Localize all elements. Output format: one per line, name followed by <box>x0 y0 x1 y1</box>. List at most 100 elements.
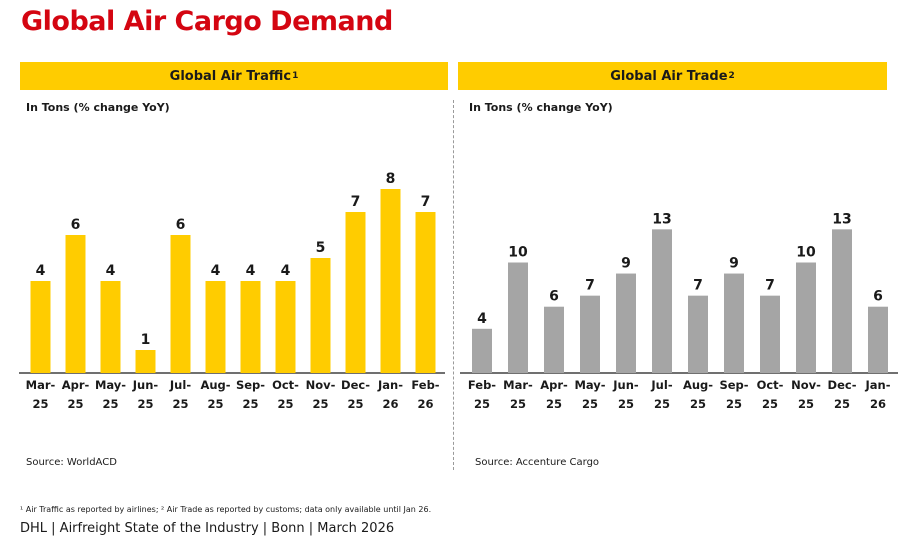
traffic-tick-label-year: 25 <box>277 397 293 411</box>
trade-tick-label: Oct- <box>757 378 784 392</box>
trade-tick-label-year: 25 <box>762 397 778 411</box>
trade-value-label: 10 <box>508 245 528 261</box>
trade-tick-label-year: 25 <box>510 397 526 411</box>
traffic-panel-title: Global Air Traffic <box>169 68 292 84</box>
traffic-value-label: 7 <box>421 194 431 210</box>
trade-tick-label: Jan- <box>865 378 891 392</box>
footer-text: DHL | Airfreight State of the Industry |… <box>20 521 395 536</box>
trade-bar <box>652 229 672 373</box>
traffic-value-label: 4 <box>106 263 116 279</box>
trade-panel-header: Global Air Trade 2 <box>458 62 887 90</box>
trade-bar <box>868 306 888 373</box>
traffic-tick-label-year: 25 <box>207 397 223 411</box>
trade-tick-label-year: 25 <box>582 397 598 411</box>
trade-bar <box>796 262 816 373</box>
traffic-tick-label: Dec- <box>341 378 370 392</box>
trade-tick-label-year: 25 <box>618 397 634 411</box>
traffic-source: Source: WorldACD <box>26 457 117 468</box>
traffic-bar <box>135 350 156 373</box>
trade-bar <box>724 273 744 373</box>
footnote: ¹ Air Traffic as reported by airlines; ²… <box>20 505 432 514</box>
traffic-tick-label: May- <box>95 378 126 392</box>
trade-unit-label: In Tons (% change YoY) <box>469 101 613 114</box>
trade-value-label: 13 <box>832 211 851 227</box>
page-title: Global Air Cargo Demand <box>21 6 393 37</box>
traffic-tick-label-year: 26 <box>382 397 398 411</box>
trade-panel-title: Global Air Trade <box>610 68 728 84</box>
trade-bar <box>760 295 780 373</box>
traffic-value-label: 4 <box>246 263 256 279</box>
traffic-footnote-marker: 1 <box>292 71 299 81</box>
traffic-bar <box>100 281 121 373</box>
trade-tick-label-year: 25 <box>798 397 814 411</box>
traffic-tick-label: Feb- <box>411 378 439 392</box>
trade-tick-label: Nov- <box>791 378 821 392</box>
traffic-unit-label: In Tons (% change YoY) <box>26 101 170 114</box>
trade-value-label: 9 <box>621 256 631 272</box>
traffic-tick-label: Aug- <box>200 378 230 392</box>
trade-tick-label-year: 26 <box>870 397 886 411</box>
trade-value-label: 6 <box>873 289 883 305</box>
traffic-bar <box>275 281 296 373</box>
trade-value-label: 10 <box>796 245 816 261</box>
trade-value-label: 13 <box>652 211 671 227</box>
traffic-value-label: 1 <box>141 332 151 348</box>
traffic-value-label: 7 <box>351 194 361 210</box>
trade-tick-label: Sep- <box>719 378 748 392</box>
trade-tick-label-year: 25 <box>726 397 742 411</box>
traffic-tick-label-year: 25 <box>137 397 153 411</box>
trade-bar <box>616 273 636 373</box>
trade-value-label: 6 <box>549 289 559 305</box>
traffic-bar <box>415 212 436 373</box>
trade-value-label: 7 <box>585 278 595 294</box>
traffic-bar <box>240 281 261 373</box>
traffic-tick-label-year: 25 <box>32 397 48 411</box>
trade-tick-label: Dec- <box>828 378 857 392</box>
trade-tick-label-year: 25 <box>690 397 706 411</box>
traffic-tick-label-year: 25 <box>67 397 83 411</box>
traffic-tick-label: Mar- <box>26 378 56 392</box>
traffic-tick-label-year: 25 <box>172 397 188 411</box>
trade-tick-label: Aug- <box>683 378 713 392</box>
trade-tick-label-year: 25 <box>834 397 850 411</box>
traffic-value-label: 6 <box>71 217 81 233</box>
traffic-tick-label-year: 26 <box>417 397 433 411</box>
traffic-tick-label-year: 25 <box>242 397 258 411</box>
traffic-bar <box>345 212 366 373</box>
trade-value-label: 4 <box>477 311 487 327</box>
traffic-tick-label: Sep- <box>236 378 265 392</box>
trade-bar <box>688 295 708 373</box>
traffic-panel-header: Global Air Traffic 1 <box>20 62 448 90</box>
traffic-bar <box>380 189 401 373</box>
traffic-value-label: 6 <box>176 217 186 233</box>
traffic-tick-label: Jul- <box>169 378 191 392</box>
traffic-tick-label: Apr- <box>62 378 90 392</box>
trade-bar <box>832 229 852 373</box>
traffic-value-label: 4 <box>281 263 291 279</box>
traffic-tick-label: Nov- <box>306 378 336 392</box>
traffic-value-label: 8 <box>386 171 396 187</box>
traffic-bar <box>30 281 51 373</box>
trade-tick-label: Mar- <box>503 378 533 392</box>
traffic-bar <box>170 235 191 373</box>
trade-tick-label-year: 25 <box>474 397 490 411</box>
trade-tick-label-year: 25 <box>546 397 562 411</box>
trade-footnote-marker: 2 <box>728 71 735 81</box>
trade-tick-label: Jun- <box>612 378 639 392</box>
trade-bar <box>544 306 564 373</box>
trade-value-label: 9 <box>729 256 739 272</box>
trade-tick-label: May- <box>574 378 605 392</box>
traffic-tick-label: Jun- <box>132 378 159 392</box>
trade-tick-label: Jul- <box>650 378 672 392</box>
trade-source: Source: Accenture Cargo <box>475 457 600 468</box>
trade-bar <box>580 295 600 373</box>
trade-tick-label: Apr- <box>540 378 568 392</box>
traffic-bar <box>65 235 86 373</box>
panel-divider <box>453 100 454 470</box>
traffic-value-label: 4 <box>211 263 221 279</box>
traffic-tick-label-year: 25 <box>102 397 118 411</box>
trade-value-label: 7 <box>765 278 775 294</box>
traffic-tick-label-year: 25 <box>312 397 328 411</box>
trade-bar <box>508 262 528 373</box>
